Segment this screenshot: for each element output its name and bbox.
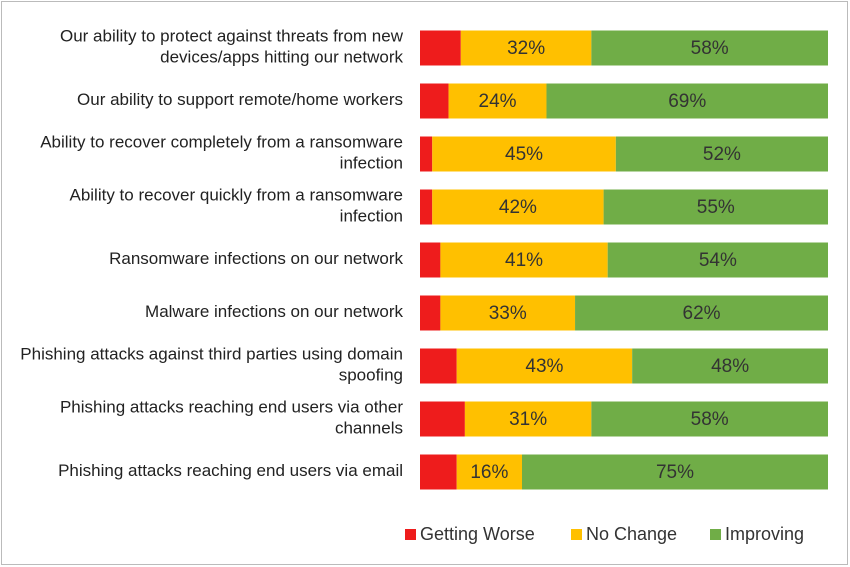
value-label: 75%	[656, 462, 694, 483]
bar-segment	[440, 242, 608, 278]
legend-swatch	[405, 529, 416, 540]
legend-label: Getting Worse	[420, 524, 535, 544]
category-label: Ability to recover quickly from a ransom…	[69, 186, 403, 226]
bar-segment	[420, 30, 461, 66]
bar-segment	[591, 30, 828, 66]
bar-segment	[464, 401, 592, 437]
legend-swatch	[571, 529, 582, 540]
bar-segment	[607, 242, 828, 278]
value-label: 32%	[507, 38, 545, 59]
category-label: Our ability to support remote/home worke…	[77, 90, 403, 109]
bar-segment	[420, 83, 449, 119]
bar-segment	[432, 189, 604, 225]
bar-segment	[448, 83, 547, 119]
bar-segment	[632, 348, 828, 384]
category-label: Phishing attacks against third parties u…	[20, 345, 403, 385]
value-label: 58%	[691, 409, 729, 430]
bar-segment	[456, 348, 633, 384]
bar-segment	[432, 136, 616, 172]
bar-segment	[440, 295, 576, 331]
bar-segment	[420, 242, 441, 278]
bar-segment	[420, 348, 457, 384]
value-label: 33%	[489, 303, 527, 324]
value-label: 52%	[703, 144, 741, 165]
bar-segment	[460, 30, 592, 66]
category-label: Phishing attacks reaching end users via …	[58, 461, 403, 480]
legend-label: No Change	[586, 524, 677, 544]
category-label: Phishing attacks reaching end users via …	[60, 398, 403, 438]
bar-segment	[420, 401, 465, 437]
category-label: Our ability to protect against threats f…	[60, 27, 404, 67]
value-label: 45%	[505, 144, 543, 165]
bar-segment	[420, 189, 433, 225]
value-label: 55%	[697, 197, 735, 218]
bar-segment	[456, 454, 522, 490]
legend-swatch	[710, 529, 721, 540]
value-label: 62%	[683, 303, 721, 324]
legend-label: Improving	[725, 524, 804, 544]
value-label: 42%	[499, 197, 537, 218]
bar-segment	[420, 454, 457, 490]
category-label: Ability to recover completely from a ran…	[40, 133, 403, 173]
bar-segment	[420, 136, 433, 172]
value-label: 48%	[711, 356, 749, 377]
value-label: 16%	[470, 462, 508, 483]
bar-segment	[575, 295, 828, 331]
value-label: 69%	[668, 91, 706, 112]
value-label: 24%	[479, 91, 517, 112]
bar-segment	[522, 454, 828, 490]
value-label: 54%	[699, 250, 737, 271]
category-label: Ransomware infections on our network	[109, 249, 403, 268]
bar-segment	[420, 295, 441, 331]
bar-segment	[603, 189, 828, 225]
value-label: 58%	[691, 38, 729, 59]
value-label: 43%	[525, 356, 563, 377]
bar-segment	[615, 136, 828, 172]
category-label: Malware infections on our network	[145, 302, 403, 321]
value-label: 31%	[509, 409, 547, 430]
value-label: 41%	[505, 250, 543, 271]
bar-segment	[546, 83, 828, 119]
bar-segment	[591, 401, 828, 437]
